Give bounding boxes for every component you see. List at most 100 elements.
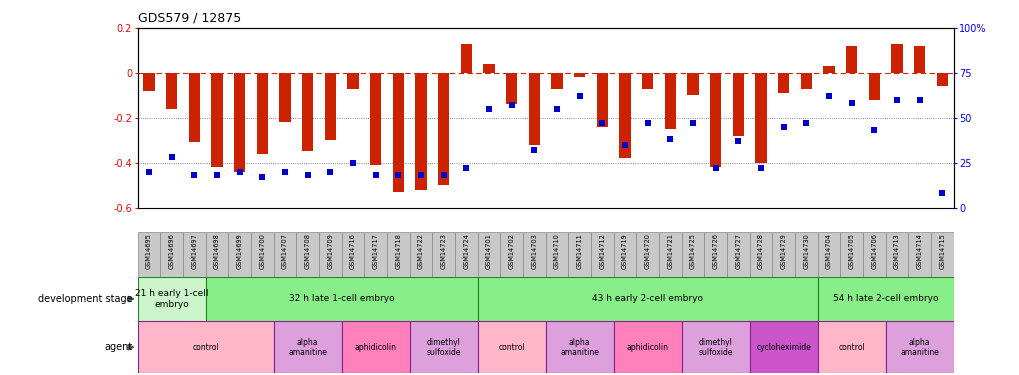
Text: 32 h late 1-cell embryo: 32 h late 1-cell embryo: [288, 294, 394, 303]
Point: [186, 172, 203, 178]
Point: [141, 169, 157, 175]
Bar: [664, 73, 676, 129]
Bar: [930, 232, 953, 276]
Bar: [777, 73, 789, 93]
Bar: [505, 73, 517, 104]
Point: [163, 154, 179, 160]
Text: GSM14713: GSM14713: [894, 234, 899, 269]
Point: [300, 172, 316, 178]
Bar: [845, 46, 857, 73]
Point: [367, 172, 383, 178]
Text: GSM14718: GSM14718: [395, 234, 400, 269]
Bar: [233, 73, 246, 172]
Text: GSM14722: GSM14722: [418, 234, 424, 270]
Bar: [144, 73, 155, 91]
Point: [933, 190, 950, 196]
Point: [616, 142, 633, 148]
Bar: [251, 232, 273, 276]
Text: GSM14696: GSM14696: [168, 234, 174, 269]
Bar: [817, 321, 884, 373]
Bar: [228, 232, 251, 276]
Bar: [709, 73, 720, 167]
Text: GSM14711: GSM14711: [576, 234, 582, 269]
Bar: [302, 73, 313, 152]
Bar: [681, 321, 749, 373]
Bar: [477, 232, 500, 276]
Bar: [545, 232, 568, 276]
Text: control: control: [498, 343, 525, 352]
Text: GSM14707: GSM14707: [282, 234, 287, 270]
Text: GSM14728: GSM14728: [757, 234, 763, 270]
Bar: [370, 73, 381, 165]
Bar: [551, 73, 562, 88]
Text: GSM14709: GSM14709: [327, 234, 333, 269]
Text: GSM14723: GSM14723: [440, 234, 446, 269]
Point: [820, 93, 837, 99]
Text: GSM14726: GSM14726: [712, 234, 718, 270]
Bar: [477, 321, 545, 373]
Bar: [347, 73, 359, 88]
Bar: [755, 73, 766, 163]
Bar: [138, 276, 206, 321]
Bar: [574, 73, 585, 78]
Bar: [523, 232, 545, 276]
Text: GSM14703: GSM14703: [531, 234, 537, 269]
Text: GSM14705: GSM14705: [848, 234, 854, 270]
Text: GDS579 / 12875: GDS579 / 12875: [138, 12, 240, 25]
Bar: [138, 321, 273, 373]
Bar: [477, 276, 817, 321]
Bar: [590, 232, 613, 276]
Text: GSM14697: GSM14697: [192, 234, 197, 269]
Bar: [817, 232, 840, 276]
Text: GSM14712: GSM14712: [599, 234, 604, 269]
Bar: [913, 46, 924, 73]
Bar: [410, 321, 477, 373]
Text: GSM14716: GSM14716: [350, 234, 356, 269]
Bar: [636, 232, 658, 276]
Point: [503, 102, 520, 108]
Bar: [884, 232, 908, 276]
Bar: [658, 232, 681, 276]
Bar: [341, 232, 364, 276]
Bar: [483, 64, 494, 73]
Point: [276, 169, 292, 175]
Point: [774, 124, 791, 130]
Bar: [206, 232, 228, 276]
Bar: [319, 232, 341, 276]
Bar: [613, 321, 681, 373]
Bar: [908, 232, 930, 276]
Bar: [410, 232, 432, 276]
Bar: [273, 232, 297, 276]
Point: [798, 120, 814, 126]
Bar: [415, 73, 426, 190]
Bar: [641, 73, 653, 88]
Text: dimethyl
sulfoxide: dimethyl sulfoxide: [426, 338, 461, 357]
Bar: [596, 73, 607, 127]
Text: control: control: [193, 343, 219, 352]
Bar: [364, 232, 386, 276]
Text: dimethyl
sulfoxide: dimethyl sulfoxide: [698, 338, 733, 357]
Bar: [817, 276, 953, 321]
Text: GSM14704: GSM14704: [825, 234, 832, 270]
Bar: [749, 321, 817, 373]
Bar: [461, 44, 472, 73]
Point: [661, 136, 678, 142]
Point: [684, 120, 700, 126]
Point: [344, 160, 361, 166]
Bar: [297, 232, 319, 276]
Bar: [324, 73, 335, 140]
Text: 54 h late 2-cell embryo: 54 h late 2-cell embryo: [833, 294, 937, 303]
Text: alpha
amanitine: alpha amanitine: [288, 338, 327, 357]
Text: GSM14699: GSM14699: [236, 234, 243, 269]
Bar: [341, 321, 410, 373]
Bar: [568, 232, 590, 276]
Point: [571, 93, 587, 99]
Point: [865, 128, 881, 134]
Bar: [800, 73, 811, 88]
Text: 43 h early 2-cell embryo: 43 h early 2-cell embryo: [592, 294, 702, 303]
Text: GSM14715: GSM14715: [938, 234, 945, 269]
Bar: [545, 321, 613, 373]
Bar: [704, 232, 727, 276]
Text: agent: agent: [104, 342, 132, 352]
Bar: [211, 73, 222, 167]
